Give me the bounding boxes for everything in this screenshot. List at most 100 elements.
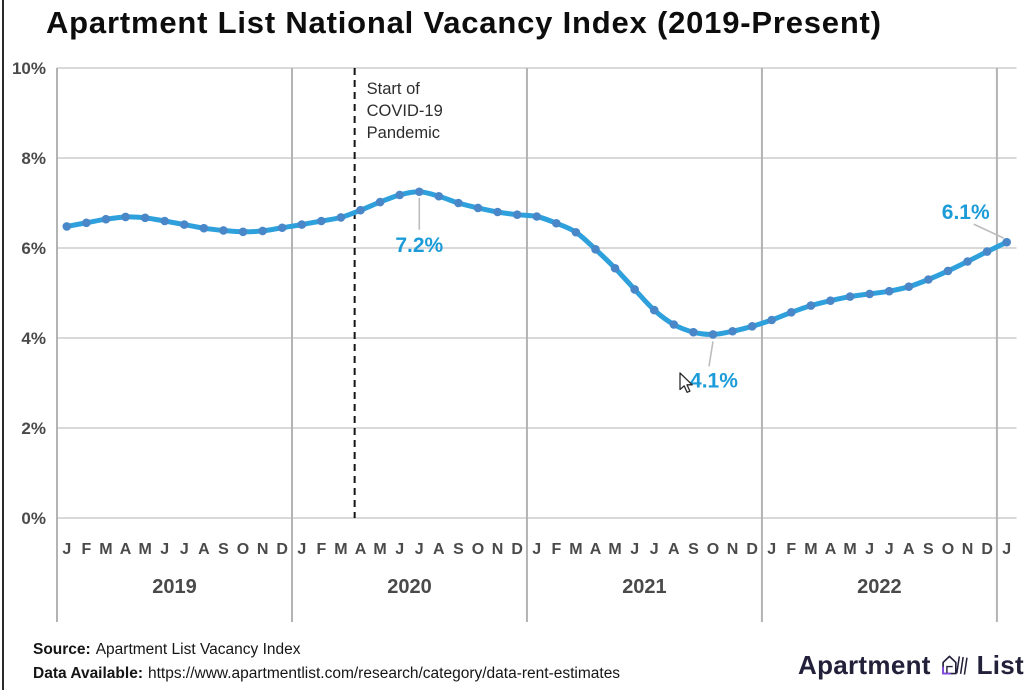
data-available-line: Data Available: https://www.apartmentlist… <box>33 662 620 686</box>
data-point <box>963 257 972 266</box>
x-month-label: J <box>1002 541 1011 558</box>
x-month-label: M <box>608 541 621 558</box>
x-month-label: A <box>668 541 680 558</box>
x-month-label: M <box>99 541 112 558</box>
covid-annotation-text: Start of <box>367 80 421 98</box>
covid-annotation-text: COVID-19 <box>367 102 443 120</box>
data-point <box>552 218 561 228</box>
x-month-label: O <box>472 541 484 558</box>
data-point <box>297 220 307 229</box>
data-point <box>317 216 326 226</box>
x-month-label: O <box>707 541 719 558</box>
x-month-label: N <box>492 541 504 558</box>
x-month-label: N <box>727 541 739 558</box>
data-point <box>532 212 542 221</box>
x-month-label: A <box>433 541 445 558</box>
x-month-label: M <box>138 541 151 558</box>
x-year-label: 2019 <box>152 576 197 598</box>
x-month-label: S <box>688 541 699 558</box>
covid-annotation-text: Pandemic <box>367 124 440 142</box>
data-point <box>121 212 130 222</box>
data-point <box>865 289 874 299</box>
data-point <box>277 223 287 233</box>
x-month-label: A <box>903 541 915 558</box>
data-point <box>591 245 600 254</box>
x-month-label: S <box>453 541 464 558</box>
callout-value-label: 4.1% <box>690 369 738 392</box>
x-month-label: D <box>746 541 758 558</box>
data-point <box>610 263 620 273</box>
data-point <box>571 227 581 237</box>
data-point <box>884 286 894 296</box>
source-text: Apartment List Vacancy Index <box>95 641 301 658</box>
data-point <box>943 266 953 276</box>
x-month-label: D <box>511 541 523 558</box>
data-point <box>414 187 424 197</box>
data-point <box>219 226 228 235</box>
logo-word-apartment: Apartment <box>798 649 931 680</box>
data-point <box>62 222 72 231</box>
data-point <box>904 282 914 292</box>
x-month-label: S <box>218 541 229 558</box>
data-point <box>140 213 150 223</box>
data-point <box>512 210 522 219</box>
x-month-label: J <box>62 541 71 558</box>
x-month-label: O <box>237 541 249 558</box>
x-month-label: A <box>590 541 602 558</box>
data-point <box>238 227 248 237</box>
x-month-label: F <box>81 541 91 558</box>
x-month-label: A <box>355 541 367 558</box>
data-point <box>493 207 502 217</box>
data-point <box>82 218 91 228</box>
x-month-label: J <box>865 541 874 558</box>
x-month-label: A <box>120 541 132 558</box>
vacancy-index-chart: 10%8%6%4%2%0%J F M A M J J A S O N D J F M A M J J A S O N D J F M… <box>12 59 1017 622</box>
x-month-label: N <box>962 541 974 558</box>
data-point <box>728 326 737 336</box>
x-month-label: N <box>257 541 269 558</box>
x-month-label: J <box>532 541 541 558</box>
data-point <box>101 214 111 224</box>
data-point <box>258 226 267 236</box>
data-point <box>473 203 483 213</box>
x-month-label: J <box>180 541 189 558</box>
data-point <box>787 308 796 317</box>
data-point <box>375 197 385 207</box>
data-point <box>199 223 209 233</box>
data-point <box>630 285 639 294</box>
x-month-label: F <box>786 541 796 558</box>
x-month-label: J <box>630 541 639 558</box>
data-point <box>924 275 933 284</box>
data-point <box>434 191 444 201</box>
x-month-label: J <box>415 541 424 558</box>
logo-word-list: List <box>976 649 1024 680</box>
source-line: Source: Apartment List Vacancy Index <box>33 638 620 662</box>
apartment-list-logo: Apartment List <box>798 644 1024 686</box>
x-month-label: M <box>334 541 347 558</box>
callout-value-label: 6.1% <box>942 201 990 224</box>
x-month-label: J <box>297 541 306 558</box>
data-point <box>747 322 757 331</box>
chart-title: Apartment List National Vacancy Index (2… <box>46 5 882 40</box>
callout-value-label: 7.2% <box>395 234 443 257</box>
x-month-label: D <box>276 541 288 558</box>
x-month-label: D <box>981 541 993 558</box>
x-month-label: J <box>160 541 169 558</box>
data-point <box>982 247 992 256</box>
x-month-label: F <box>551 541 561 558</box>
source-label: Source: <box>33 641 91 658</box>
y-tick-label: 8% <box>21 149 46 168</box>
x-month-label: J <box>767 541 776 558</box>
data-available-label: Data Available: <box>33 665 143 682</box>
x-month-label: A <box>825 541 837 558</box>
x-month-label: O <box>942 541 954 558</box>
callout-connector <box>708 341 714 367</box>
data-point <box>649 305 659 315</box>
x-month-label: M <box>843 541 856 558</box>
data-point <box>454 198 463 208</box>
y-tick-label: 6% <box>21 239 46 258</box>
data-point <box>689 327 698 337</box>
data-point <box>669 320 679 329</box>
x-month-label: J <box>885 541 894 558</box>
